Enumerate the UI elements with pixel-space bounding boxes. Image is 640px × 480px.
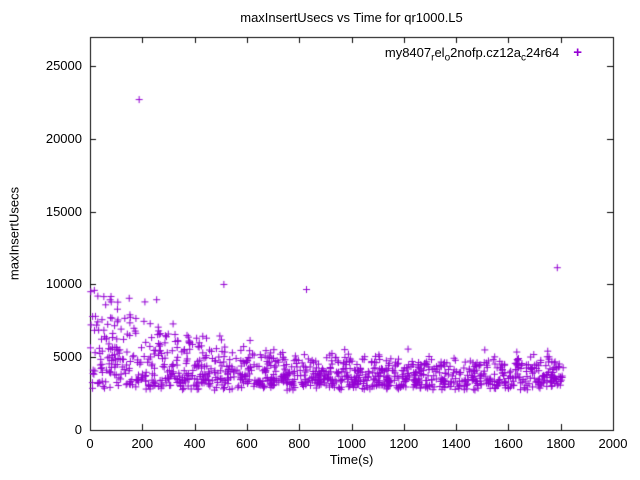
x-tick-label: 600 <box>236 436 258 451</box>
y-tick-label: 25000 <box>45 58 82 74</box>
legend: my8407relo2nofp.cz12ac24r64 + <box>384 43 582 64</box>
y-tick-label: 5000 <box>53 349 82 365</box>
x-tick-label: 400 <box>183 436 206 451</box>
legend-label: my8407relo2nofp.cz12ac24r64 <box>384 45 560 64</box>
x-axis-label: Time(s) <box>329 452 374 467</box>
x-tick-label: 2000 <box>598 436 628 451</box>
x-tick-label: 0 <box>86 436 94 451</box>
x-tick-label: 1600 <box>493 436 523 451</box>
y-axis-label: maxInsertUsecs <box>6 186 22 281</box>
x-tick-label: 1400 <box>441 436 471 451</box>
x-tick-label: 1000 <box>337 436 366 451</box>
y-tick-label: 0 <box>74 422 82 437</box>
chart-title: maxInsertUsecs vs Time for qr1000.L5 <box>240 10 463 25</box>
y-tick-label: 10000 <box>45 276 82 292</box>
plus-marker-icon: + <box>573 43 582 61</box>
x-tick-label: 200 <box>131 436 154 451</box>
x-tick-label: 1800 <box>546 436 576 451</box>
y-tick-label: 20000 <box>45 130 82 146</box>
x-tick-label: 800 <box>288 436 311 451</box>
x-tick-label: 1200 <box>389 436 419 451</box>
y-tick-label: 15000 <box>45 203 82 219</box>
